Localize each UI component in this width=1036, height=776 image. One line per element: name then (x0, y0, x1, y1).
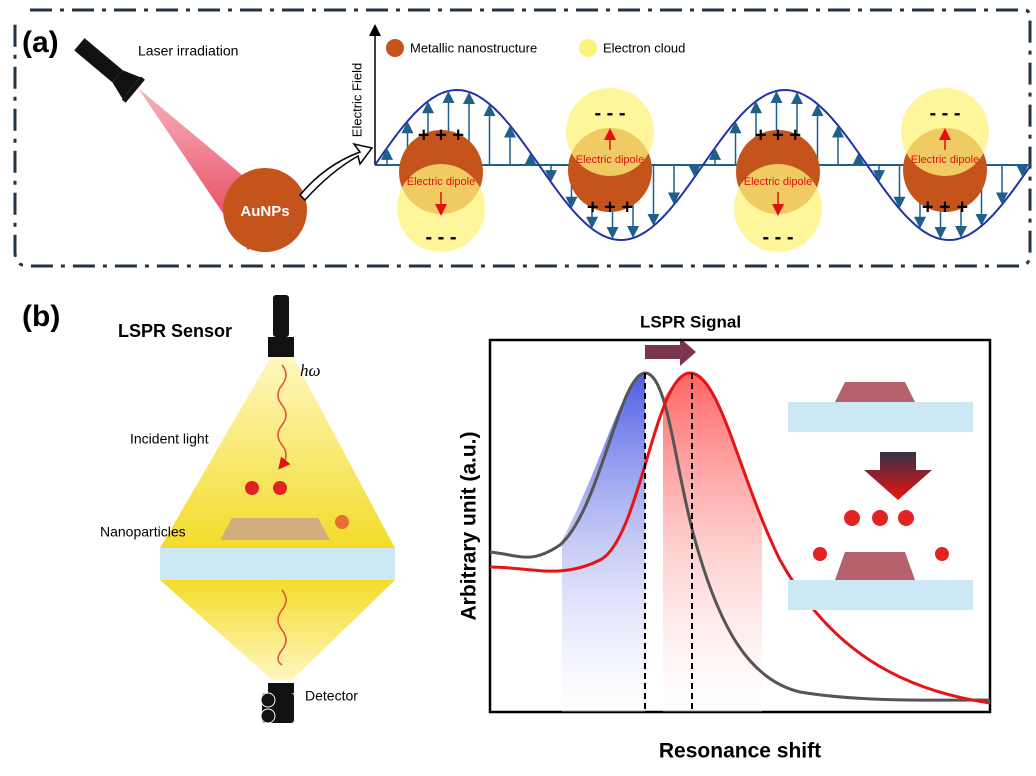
blue-area (562, 373, 645, 712)
nanoparticle (835, 552, 915, 580)
positive-charge: + + + (418, 124, 464, 146)
negative-charge: - - - (929, 102, 960, 124)
substrate (788, 580, 973, 610)
photon-label: hω (300, 361, 321, 380)
figure: (a) Laser irradiation AuNPs Electric Fie… (0, 0, 1036, 776)
axis-label: Electric Field (349, 63, 364, 137)
down-arrow (864, 452, 932, 500)
signal-title: LSPR Signal (640, 312, 741, 331)
legend-swatch (579, 39, 597, 57)
x-axis-label: Resonance shift (659, 740, 821, 763)
panel-label: (b) (22, 300, 60, 333)
nanoparticle (220, 518, 330, 540)
legend-label: Metallic nanostructure (410, 40, 537, 55)
y-axis-label: Arbitrary unit (a.u.) (458, 431, 481, 620)
incident-label: Incident light (130, 431, 209, 447)
laser-label: Laser irradiation (138, 43, 238, 59)
substrate (788, 402, 973, 432)
legend-label: Electron cloud (603, 40, 685, 55)
red-area (663, 373, 762, 712)
dipole-label: Electric dipole (744, 176, 812, 188)
flashlight (273, 295, 289, 337)
nanoparticle (835, 382, 915, 402)
positive-charge: + + + (587, 196, 633, 218)
dipole-label: Electric dipole (911, 154, 979, 166)
negative-charge: - - - (762, 226, 793, 248)
panel-label: (a) (22, 26, 59, 59)
positive-charge: + + + (755, 124, 801, 146)
transmitted-cone (160, 580, 395, 680)
nanoparticle-label: Nanoparticles (100, 524, 186, 540)
shift-arrow (645, 338, 696, 366)
detector (261, 683, 294, 723)
negative-charge: - - - (594, 102, 625, 124)
dipole-label: Electric dipole (576, 154, 644, 166)
flashlight (268, 337, 294, 357)
sensor-title: LSPR Sensor (118, 321, 232, 341)
detector-label: Detector (305, 688, 358, 704)
particle-label: AuNPs (240, 203, 289, 220)
substrate (160, 548, 395, 580)
negative-charge: - - - (425, 226, 456, 248)
dipole-label: Electric dipole (407, 176, 475, 188)
positive-charge: + + + (922, 196, 968, 218)
flashlight (70, 33, 145, 103)
legend-swatch (386, 39, 404, 57)
curved-arrow (300, 144, 372, 200)
